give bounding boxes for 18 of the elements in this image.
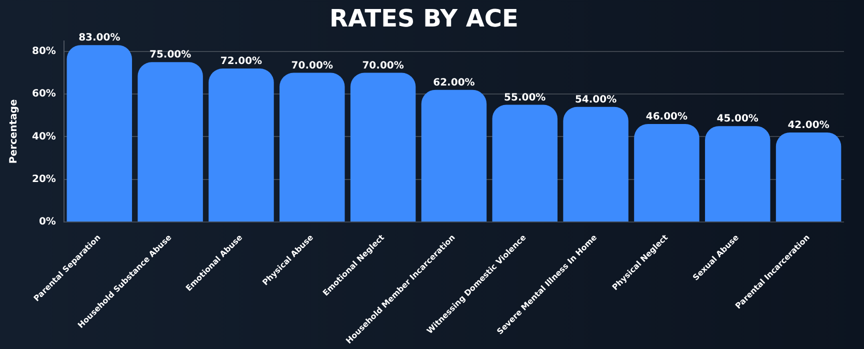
data-label: 62.00% <box>433 77 475 88</box>
y-tick-label: 40% <box>32 131 56 142</box>
data-label: 45.00% <box>716 114 758 125</box>
data-label: 42.00% <box>788 120 830 132</box>
data-label: 83.00% <box>78 32 120 44</box>
y-tick-label: 80% <box>32 46 56 58</box>
y-tick-label: 60% <box>32 88 56 100</box>
y-tick-label: 20% <box>32 174 56 185</box>
data-label: 72.00% <box>220 56 262 68</box>
data-label: 70.00% <box>291 60 333 72</box>
data-label: 55.00% <box>504 92 546 104</box>
data-label: 75.00% <box>149 50 192 61</box>
data-label: 54.00% <box>574 94 617 106</box>
y-axis-title: Percentage <box>8 99 20 164</box>
data-label: 46.00% <box>646 112 688 123</box>
y-tick-label: 0% <box>38 216 56 228</box>
chart-title: RATES BY ACE <box>330 4 518 33</box>
data-label: 70.00% <box>362 60 404 72</box>
